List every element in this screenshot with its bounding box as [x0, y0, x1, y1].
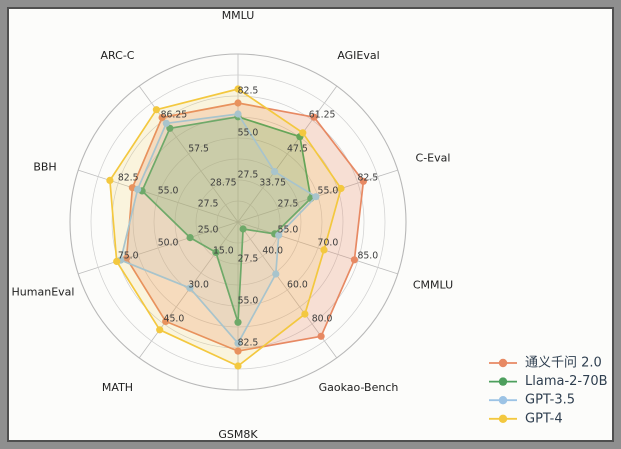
series-fill-2 — [120, 114, 316, 344]
data-point — [162, 119, 170, 127]
data-point — [158, 113, 166, 122]
ring-tick-label: 85.0 — [357, 250, 378, 261]
data-point — [212, 248, 220, 256]
data-point — [152, 106, 160, 114]
data-point — [299, 129, 307, 137]
data-point — [275, 231, 283, 239]
data-point — [234, 347, 242, 355]
data-point — [234, 110, 242, 118]
ring-tick-label: 45.0 — [164, 313, 185, 324]
ring-tick-label: 27.5 — [198, 199, 219, 210]
data-point — [186, 284, 194, 292]
legend-marker-dot — [498, 396, 508, 405]
ring-tick-label: 61.25 — [309, 110, 336, 121]
ring-tick-label: 55.0 — [318, 186, 339, 197]
data-point — [350, 256, 358, 264]
ring-tick-label: 33.75 — [259, 178, 286, 189]
ring-tick-label: 50.0 — [158, 238, 179, 249]
legend-marker-dot — [498, 377, 508, 386]
data-point — [239, 225, 247, 233]
ring-tick-label: 47.5 — [287, 144, 308, 155]
ring-tick-label: 60.0 — [287, 280, 308, 291]
ring-tick-label: 30.0 — [188, 280, 209, 291]
axis-label-math: MATH — [102, 381, 133, 394]
axis-label-humaneval: HumanEval — [12, 285, 75, 298]
data-point — [312, 193, 320, 201]
series-fill-3 — [109, 89, 342, 366]
data-point — [301, 310, 309, 318]
legend-label-2: GPT-3.5 — [525, 393, 575, 408]
ring-tick-label: 86.25 — [161, 110, 188, 121]
legend-marker-dot — [498, 358, 508, 368]
axis-label-gaokao-bench: Gaokao-Bench — [319, 381, 399, 394]
data-point — [122, 254, 131, 262]
data-point — [166, 124, 174, 132]
series-fill-1 — [142, 116, 311, 323]
axis-label-cmmlu: CMMLU — [413, 278, 453, 291]
data-point — [156, 326, 164, 334]
axis-label-arc-c: ARC-C — [101, 49, 135, 62]
data-point — [106, 176, 114, 184]
ring-tick-label: 55.0 — [278, 225, 299, 236]
ring-tick-label: 40.0 — [262, 246, 283, 257]
ring-tick-label: 25.0 — [198, 225, 219, 236]
ring-tick-label: 55.0 — [238, 296, 259, 307]
grid-ring — [153, 137, 323, 307]
data-point — [113, 257, 121, 265]
data-point — [186, 234, 194, 242]
data-point — [337, 184, 345, 193]
data-point — [359, 177, 367, 185]
data-point — [310, 113, 318, 121]
grid-ring — [216, 200, 260, 244]
ring-tick-label: 82.5 — [118, 173, 139, 184]
ring-tick-label: 80.0 — [312, 313, 333, 324]
data-point — [234, 99, 242, 107]
data-point — [162, 317, 170, 325]
ring-tick-label: 75.0 — [118, 250, 139, 261]
outer-grid-ring — [69, 53, 407, 391]
data-point — [234, 318, 242, 326]
ring-tick-label: 82.5 — [357, 173, 378, 184]
ring-tick-label: 82.5 — [238, 338, 259, 349]
data-point — [272, 270, 280, 278]
axis-label-c-eval: C-Eval — [416, 152, 451, 165]
ring-tick-label: 27.5 — [238, 170, 259, 181]
data-point — [234, 362, 242, 370]
ring-tick-label: 27.5 — [278, 199, 299, 210]
legend-label-3: GPT-4 — [525, 411, 563, 426]
axis-label-gsm8k: GSM8K — [218, 428, 258, 441]
data-point — [234, 85, 242, 93]
ring-tick-label: 15.0 — [213, 246, 234, 257]
ring-tick-label: 28.75 — [210, 178, 237, 189]
axis-label-bbh: BBH — [33, 161, 56, 174]
data-point — [317, 332, 325, 340]
data-point — [234, 339, 242, 347]
data-point — [320, 246, 328, 254]
grid-ring — [195, 179, 281, 265]
axis-label-mmlu: MMLU — [222, 9, 255, 22]
ring-tick-label: 82.5 — [238, 86, 259, 97]
legend-marker-dot — [498, 414, 508, 423]
legend-label-1: Llama-2-70B — [525, 374, 608, 389]
ring-tick-label: 70.0 — [318, 238, 339, 249]
data-point — [134, 185, 142, 193]
ring-tick-label: 27.5 — [238, 254, 259, 265]
legend-label-0: 通义千问 2.0 — [525, 356, 602, 371]
data-point — [271, 168, 279, 176]
ring-tick-label: 55.0 — [158, 186, 179, 197]
axis-label-agieval: AGIEval — [337, 49, 379, 62]
plot-canvas — [7, 7, 614, 442]
ring-tick-label: 55.0 — [238, 128, 259, 139]
ring-tick-label: 57.5 — [188, 144, 209, 155]
